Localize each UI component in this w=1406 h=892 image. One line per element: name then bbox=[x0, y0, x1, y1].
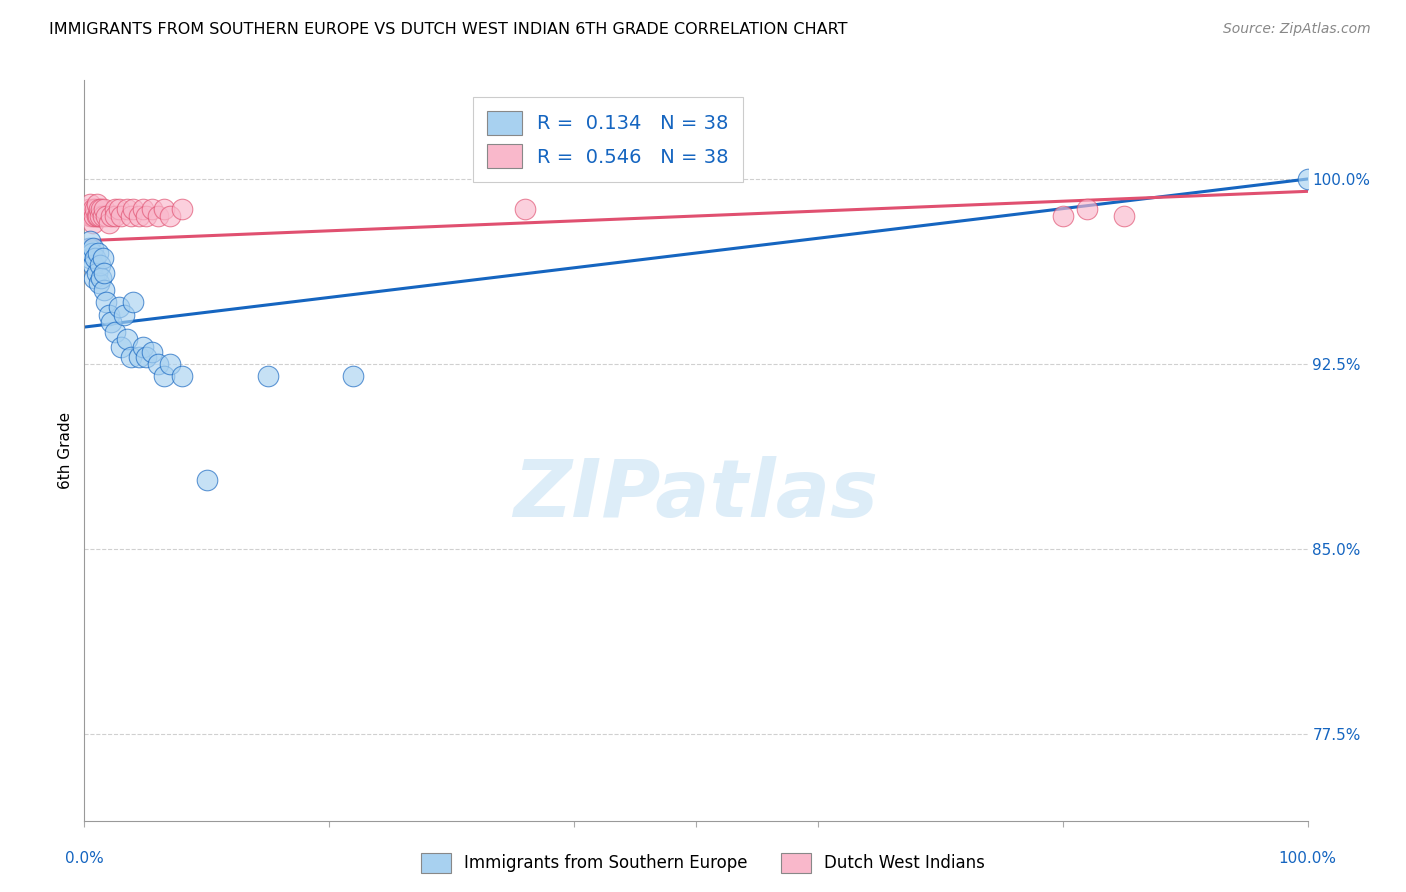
Point bbox=[86, 196, 108, 211]
Point bbox=[79, 196, 101, 211]
Point bbox=[107, 301, 129, 315]
Point bbox=[1076, 202, 1098, 216]
Point bbox=[79, 209, 101, 223]
Point bbox=[91, 251, 114, 265]
Point bbox=[141, 202, 163, 216]
Point bbox=[112, 308, 135, 322]
Point bbox=[513, 202, 536, 216]
Point bbox=[342, 369, 364, 384]
Point bbox=[80, 246, 103, 260]
Point bbox=[82, 216, 104, 230]
Point bbox=[1296, 172, 1319, 186]
Text: ZIPatlas: ZIPatlas bbox=[513, 456, 879, 534]
Point bbox=[80, 209, 103, 223]
Point bbox=[107, 202, 129, 216]
Point bbox=[96, 295, 118, 310]
Point bbox=[90, 202, 112, 216]
Point bbox=[100, 315, 122, 329]
Point bbox=[82, 241, 104, 255]
Point bbox=[93, 202, 115, 216]
Point bbox=[77, 241, 100, 255]
Point bbox=[90, 270, 112, 285]
Point bbox=[82, 259, 104, 273]
Point bbox=[89, 259, 111, 273]
Point bbox=[146, 357, 169, 371]
Point bbox=[96, 209, 118, 223]
Point bbox=[100, 209, 122, 223]
Point bbox=[87, 246, 110, 260]
Text: 100.0%: 100.0% bbox=[1278, 851, 1337, 866]
Point bbox=[79, 251, 101, 265]
Point bbox=[87, 276, 110, 290]
Point bbox=[91, 209, 114, 223]
Point bbox=[132, 340, 155, 354]
Point bbox=[257, 369, 280, 384]
Point bbox=[83, 209, 105, 223]
Text: IMMIGRANTS FROM SOUTHERN EUROPE VS DUTCH WEST INDIAN 6TH GRADE CORRELATION CHART: IMMIGRANTS FROM SOUTHERN EUROPE VS DUTCH… bbox=[49, 22, 848, 37]
Y-axis label: 6th Grade: 6th Grade bbox=[58, 412, 73, 489]
Point bbox=[110, 209, 132, 223]
Point bbox=[79, 234, 101, 248]
Point bbox=[146, 209, 169, 223]
Point bbox=[135, 209, 157, 223]
Point bbox=[86, 266, 108, 280]
Point bbox=[172, 369, 194, 384]
Point bbox=[104, 325, 127, 339]
Point bbox=[87, 202, 110, 216]
Point bbox=[172, 202, 194, 216]
Legend: R =  0.134   N = 38, R =  0.546   N = 38: R = 0.134 N = 38, R = 0.546 N = 38 bbox=[474, 97, 742, 182]
Point bbox=[159, 209, 181, 223]
Point bbox=[97, 308, 120, 322]
Point bbox=[104, 202, 127, 216]
Point bbox=[128, 209, 150, 223]
Point bbox=[122, 295, 145, 310]
Point bbox=[1052, 209, 1074, 223]
Point bbox=[115, 202, 138, 216]
Point bbox=[93, 283, 115, 297]
Point bbox=[120, 350, 142, 364]
Legend: Immigrants from Southern Europe, Dutch West Indians: Immigrants from Southern Europe, Dutch W… bbox=[415, 847, 991, 880]
Point bbox=[153, 369, 176, 384]
Point bbox=[1114, 209, 1136, 223]
Point bbox=[115, 332, 138, 346]
Point bbox=[89, 209, 111, 223]
Point bbox=[120, 209, 142, 223]
Point bbox=[110, 340, 132, 354]
Point bbox=[97, 216, 120, 230]
Point bbox=[77, 202, 100, 216]
Point bbox=[83, 270, 105, 285]
Point bbox=[122, 202, 145, 216]
Point bbox=[135, 350, 157, 364]
Text: Source: ZipAtlas.com: Source: ZipAtlas.com bbox=[1223, 22, 1371, 37]
Point bbox=[141, 344, 163, 359]
Point bbox=[128, 350, 150, 364]
Point bbox=[159, 357, 181, 371]
Text: 0.0%: 0.0% bbox=[65, 851, 104, 866]
Point bbox=[132, 202, 155, 216]
Point bbox=[93, 266, 115, 280]
Point bbox=[84, 202, 107, 216]
Point bbox=[195, 473, 218, 487]
Point bbox=[82, 202, 104, 216]
Point bbox=[86, 209, 108, 223]
Point bbox=[87, 209, 110, 223]
Point bbox=[104, 209, 127, 223]
Point bbox=[153, 202, 176, 216]
Point bbox=[84, 251, 107, 265]
